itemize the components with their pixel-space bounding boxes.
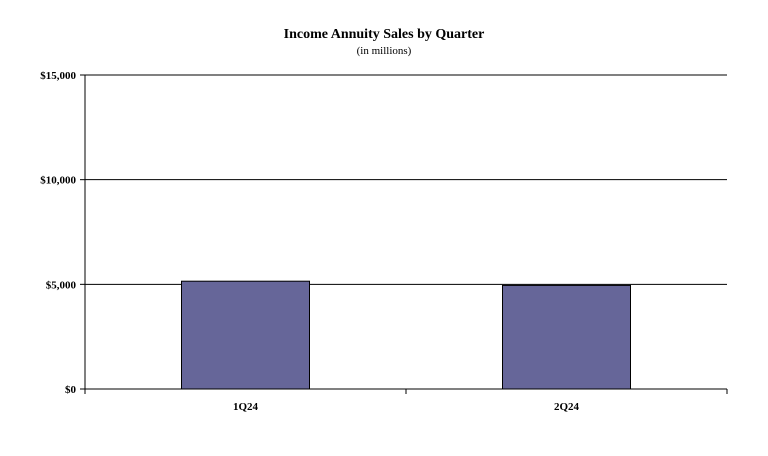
chart-subtitle: (in millions) [356, 45, 412, 57]
y-tick-label: $10,000 [40, 175, 76, 187]
y-tick-label: $15,000 [40, 70, 76, 82]
bar [181, 280, 310, 390]
y-tick-label: $0 [65, 384, 77, 396]
y-tick-label: $5,000 [46, 279, 77, 291]
bar [502, 284, 631, 390]
x-tick-label: 1Q24 [233, 401, 259, 413]
x-tick-label: 2Q24 [554, 401, 580, 413]
chart-title: Income Annuity Sales by Quarter [283, 27, 485, 42]
